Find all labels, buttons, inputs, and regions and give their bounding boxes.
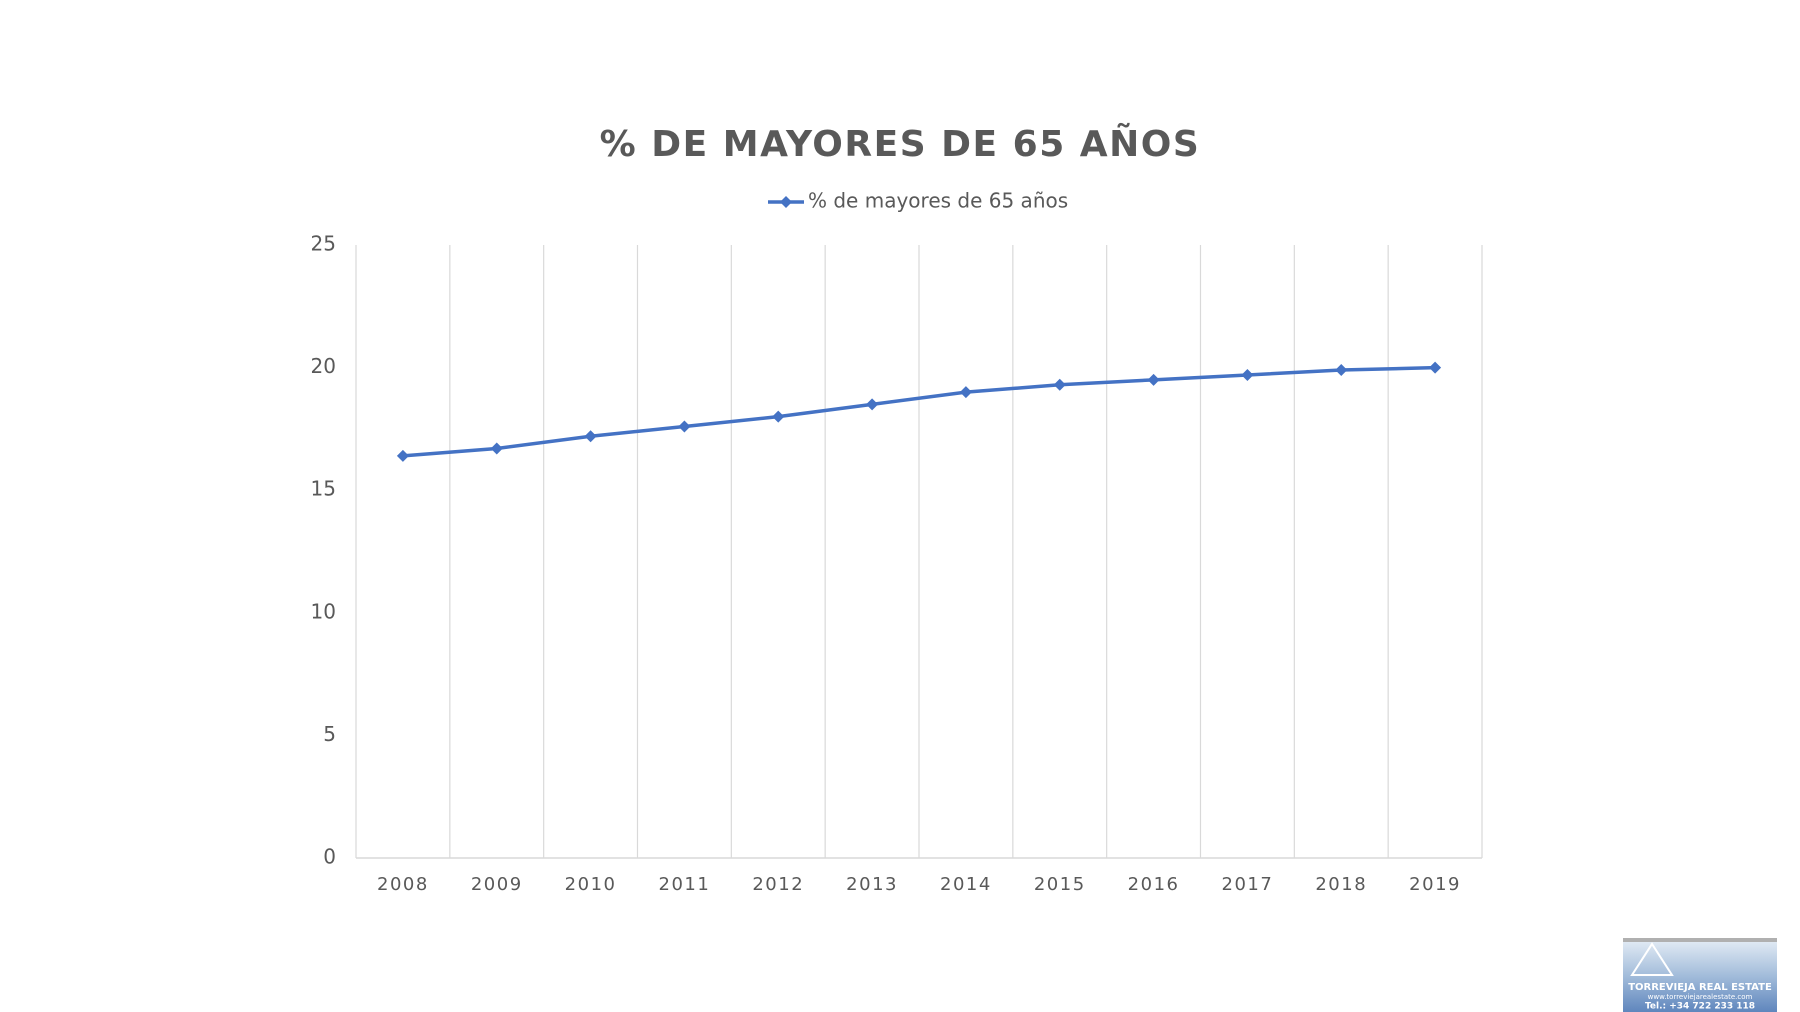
data-point xyxy=(584,430,597,443)
watermark-phone: Tel.: +34 722 233 118 xyxy=(1645,1002,1755,1012)
x-tick-label: 2009 xyxy=(471,874,523,895)
x-tick-label: 2008 xyxy=(377,874,429,895)
data-point xyxy=(1053,378,1066,391)
y-tick-label: 20 xyxy=(311,354,336,378)
data-line xyxy=(402,365,1436,458)
x-tick-label: 2017 xyxy=(1222,874,1274,895)
watermark: TORREVIEJA REAL ESTATE www.torreviejarea… xyxy=(1623,938,1777,1012)
x-tick-label: 2016 xyxy=(1128,874,1180,895)
chart-title: % DE MAYORES DE 65 AÑOS xyxy=(600,123,1201,165)
y-tick-label: 10 xyxy=(311,599,336,623)
x-tick-label: 2012 xyxy=(752,874,804,895)
data-point xyxy=(490,442,503,455)
data-point xyxy=(678,420,691,433)
data-point xyxy=(866,398,879,411)
data-point xyxy=(959,386,972,399)
data-point xyxy=(1147,373,1160,386)
data-point xyxy=(396,449,409,462)
data-point xyxy=(772,410,785,423)
x-tick-label: 2019 xyxy=(1409,874,1461,895)
legend-label: % de mayores de 65 años xyxy=(808,189,1068,213)
data-point xyxy=(1335,364,1348,377)
watermark-border xyxy=(1623,938,1777,942)
x-tick-label: 2010 xyxy=(565,874,617,895)
x-tick-label: 2014 xyxy=(940,874,992,895)
watermark-name: TORREVIEJA REAL ESTATE xyxy=(1628,982,1772,993)
y-tick-label: 25 xyxy=(311,232,336,256)
data-point xyxy=(1241,368,1254,381)
x-tick-label: 2013 xyxy=(846,874,898,895)
watermark-url: www.torreviejarealestate.com xyxy=(1648,993,1753,1001)
y-tick-label: 15 xyxy=(311,477,336,501)
y-tick-label: 5 xyxy=(323,722,336,746)
x-tick-label: 2015 xyxy=(1034,874,1086,895)
watermark-icon xyxy=(1630,942,1674,976)
x-tick-label: 2018 xyxy=(1315,874,1367,895)
data-point xyxy=(1429,361,1442,374)
y-tick-label: 0 xyxy=(323,845,336,869)
x-tick-label: 2011 xyxy=(659,874,711,895)
legend-marker xyxy=(780,196,792,208)
